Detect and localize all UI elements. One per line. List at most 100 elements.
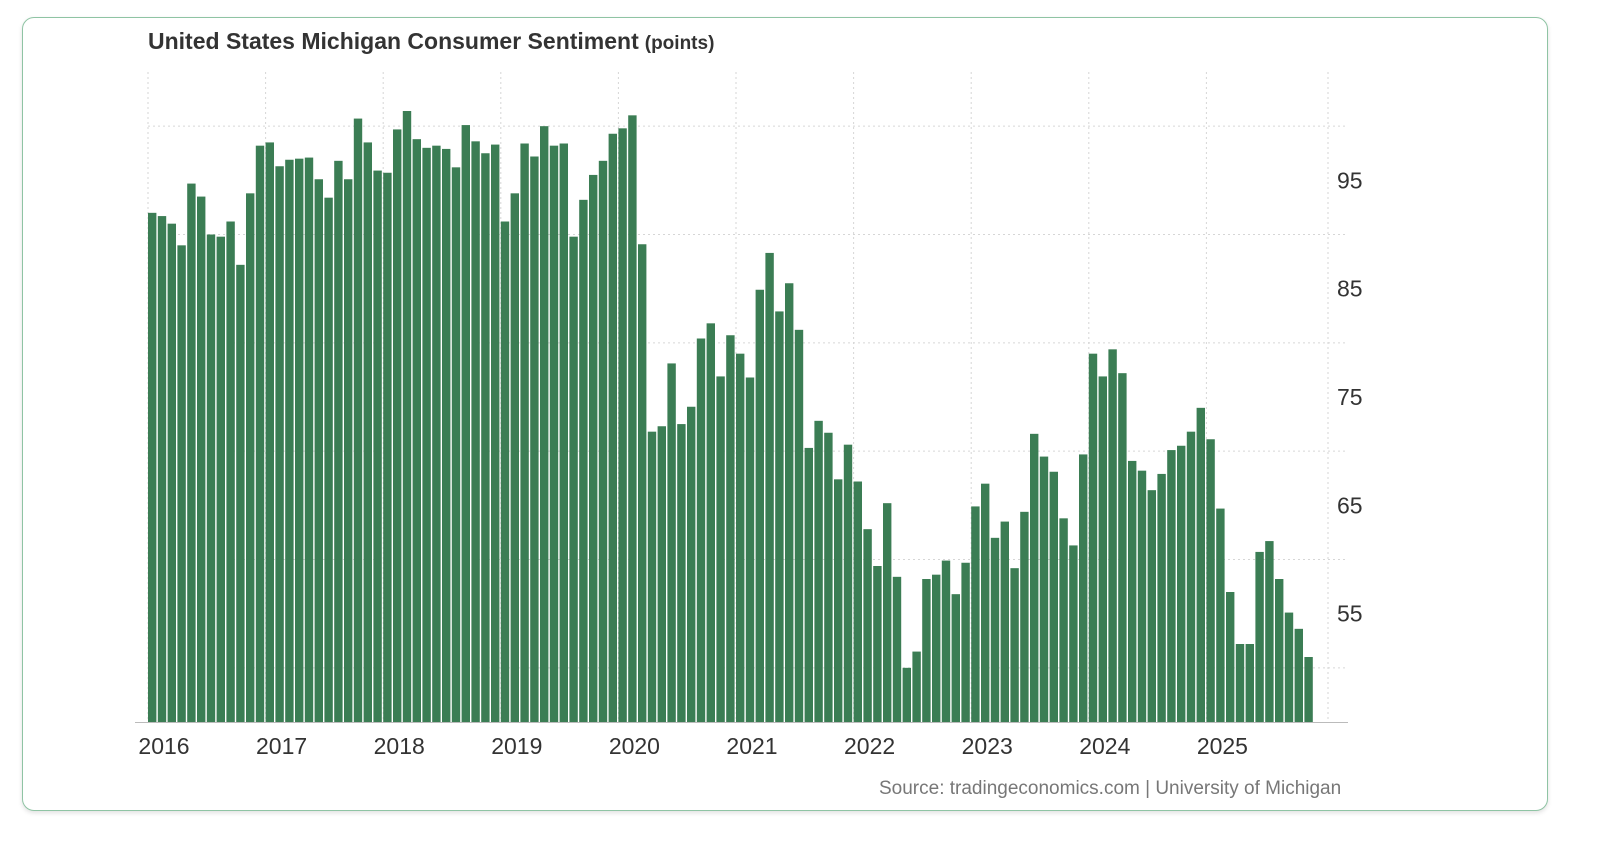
bar-2021-05	[775, 311, 784, 722]
bar-2024-04	[1118, 373, 1127, 722]
bar-2019-10	[589, 174, 598, 723]
bar-2020-01	[618, 128, 627, 722]
bar-2023-02	[981, 483, 990, 722]
bar-2023-12	[1079, 454, 1088, 722]
bar-2019-05	[540, 126, 549, 723]
bar-2023-05	[1010, 568, 1019, 722]
y-tick-label: 75	[1337, 384, 1363, 410]
bar-2022-07	[912, 651, 921, 722]
bar-2020-06	[667, 363, 676, 722]
bar-2017-05	[304, 157, 314, 722]
bar-2022-09	[932, 574, 941, 722]
bar-2025-10	[1294, 628, 1303, 722]
bar-2018-05	[422, 147, 431, 722]
bar-2019-02	[510, 193, 519, 722]
bar-2016-02	[157, 216, 167, 722]
chart-title: United States Michigan Consumer Sentimen…	[148, 28, 714, 55]
bar-2024-06	[1137, 470, 1147, 722]
bar-2025-06	[1255, 551, 1264, 722]
x-tick-label: 2023	[962, 733, 1013, 759]
x-tick-label: 2025	[1197, 733, 1248, 759]
bar-2025-07	[1265, 541, 1274, 722]
bar-2018-06	[432, 145, 441, 723]
bar-2017-09	[344, 179, 353, 722]
bar-2022-10	[941, 560, 951, 722]
bar-2021-11	[834, 479, 843, 722]
bar-2020-07	[677, 424, 686, 722]
bar-2024-10	[1177, 445, 1186, 722]
bar-2020-04	[647, 431, 657, 722]
x-tick-label: 2022	[844, 733, 895, 759]
chart-title-text: United States Michigan Consumer Sentimen…	[148, 28, 639, 54]
bar-2024-09	[1167, 450, 1176, 722]
bar-2016-08	[216, 236, 225, 723]
bar-2023-09	[1049, 471, 1058, 722]
bar-2022-03	[873, 566, 882, 722]
bar-2017-02	[275, 166, 284, 722]
bar-2019-04	[530, 156, 539, 722]
bar-2018-11	[481, 153, 490, 722]
bar-2020-12	[726, 335, 735, 722]
bar-2019-12	[608, 133, 617, 722]
bar-2020-10	[706, 323, 715, 722]
x-tick-label: 2020	[609, 733, 660, 759]
x-tick-label: 2021	[726, 733, 777, 759]
bar-2019-11	[598, 160, 608, 722]
bar-2020-08	[687, 406, 696, 722]
chart-source: Source: tradingeconomics.com | Universit…	[879, 778, 1342, 799]
bar-2018-04	[412, 139, 421, 723]
y-tick-label: 85	[1337, 276, 1363, 302]
bar-2019-03	[520, 143, 529, 722]
bar-2023-11	[1069, 545, 1078, 722]
bar-2021-01	[736, 353, 745, 722]
bar-2023-10	[1059, 518, 1068, 722]
bar-2023-01	[971, 506, 980, 722]
bar-2022-12	[961, 562, 970, 722]
bar-2018-09	[461, 125, 470, 722]
bar-2017-12	[373, 170, 382, 722]
bar-2024-05	[1128, 460, 1137, 722]
bar-2021-09	[814, 420, 823, 722]
bar-2017-08	[334, 160, 343, 722]
bar-2018-03	[402, 111, 412, 722]
bar-2024-07	[1147, 490, 1156, 722]
bar-2020-11	[716, 376, 725, 722]
bar-2018-01	[383, 172, 392, 722]
bar-2016-09	[226, 221, 235, 722]
y-tick-label: 65	[1337, 492, 1363, 518]
bar-2017-10	[353, 118, 363, 722]
bar-2020-05	[657, 426, 666, 722]
bar-2025-03	[1226, 592, 1235, 722]
bar-2016-03	[167, 223, 176, 723]
y-axis-labels: 95 85 75 65 55	[1337, 167, 1363, 626]
x-tick-label: 2018	[374, 733, 425, 759]
bar-2025-04	[1235, 644, 1245, 722]
bar-2021-04	[765, 252, 774, 723]
bar-2017-03	[285, 159, 294, 722]
bar-2017-07	[324, 197, 333, 723]
x-tick-label: 2024	[1079, 733, 1130, 759]
bar-2020-09	[696, 338, 706, 722]
bar-2020-03	[638, 244, 647, 722]
bar-2025-09	[1284, 612, 1294, 722]
bar-2022-02	[863, 529, 872, 722]
bar-2024-12	[1196, 407, 1205, 722]
bar-2016-07	[206, 234, 216, 722]
bar-2016-12	[255, 145, 265, 723]
bar-2017-04	[295, 158, 304, 723]
bar-2021-08	[804, 447, 813, 722]
bar-2019-01	[500, 221, 510, 722]
x-tick-label: 2017	[256, 733, 307, 759]
bar-2019-08	[569, 236, 578, 723]
bar-2016-10	[236, 264, 245, 722]
y-tick-label: 55	[1337, 601, 1363, 627]
x-tick-label: 2016	[138, 733, 189, 759]
bar-2019-06	[549, 145, 559, 723]
bar-2022-01	[853, 481, 862, 722]
bar-2021-06	[785, 283, 794, 722]
bar-2022-05	[892, 576, 902, 722]
x-tick-label: 2019	[491, 733, 542, 759]
bar-2020-02	[628, 115, 637, 722]
bar-2025-11	[1304, 657, 1313, 722]
